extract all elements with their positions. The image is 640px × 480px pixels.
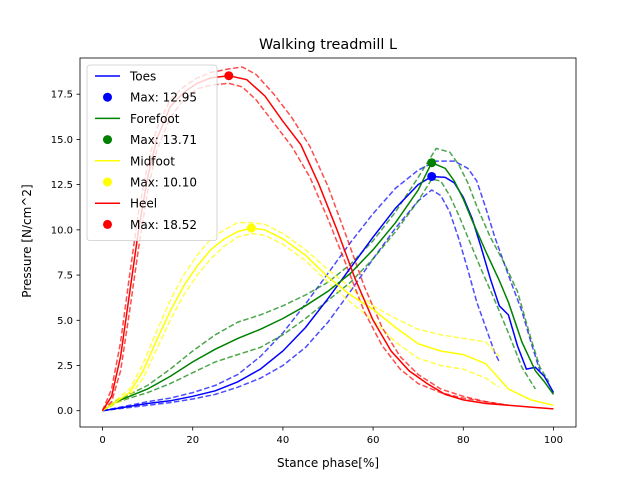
y-axis-label: Pressure [N/cm^2]	[20, 184, 34, 297]
y-tick-label: 15.0	[51, 135, 73, 146]
y-tick: 10.0	[51, 225, 80, 236]
midfoot-max-legend-label: Max: 10.10	[130, 176, 197, 190]
heel-max-legend-swatch	[103, 219, 112, 229]
toes-max-legend-label: Max: 12.95	[130, 91, 197, 105]
y-tick-label: 10.0	[51, 225, 73, 236]
y-tick: 15.0	[51, 135, 80, 146]
y-tick-label: 0.0	[57, 406, 73, 417]
y-tick-label: 12.5	[51, 180, 73, 191]
toes-upper-band-line	[102, 160, 541, 412]
heel-max-point	[224, 71, 234, 81]
x-tick: 0	[99, 427, 106, 446]
forefoot-max-point	[427, 158, 437, 168]
forefoot-upper-band-line	[102, 147, 550, 412]
forefoot-mean-line	[102, 161, 555, 412]
toes-mean-line	[102, 175, 555, 412]
x-tick: 40	[277, 427, 290, 446]
x-tick-label: 100	[544, 435, 563, 446]
x-tick: 60	[367, 427, 380, 446]
y-tick: 12.5	[51, 180, 80, 191]
toes-max-legend-swatch	[103, 92, 112, 102]
x-tick-label: 80	[457, 435, 470, 446]
y-tick-label: 7.5	[57, 271, 73, 282]
toes-legend-label: Toes	[129, 70, 156, 84]
forefoot-max-legend-swatch	[103, 135, 112, 145]
legend: Toes Max: 12.95 Forefoot Max: 13.71 Midfoot M…	[86, 64, 218, 242]
plot-area: 0 20 40 60 80 100 0.0 2.5 5.0 7.5 10.0 12.5 15.0 17.5	[51, 57, 577, 446]
y-tick: 17.5	[51, 90, 80, 101]
plot-frame	[79, 57, 577, 428]
x-tick-label: 60	[367, 435, 380, 446]
midfoot-upper-band-line	[102, 221, 500, 412]
forefoot-max-legend-label: Max: 13.71	[130, 133, 197, 147]
x-tick: 100	[544, 427, 563, 446]
midfoot-max-legend-swatch	[103, 177, 112, 187]
heel-max-legend-label: Max: 18.52	[130, 218, 197, 232]
y-tick-label: 5.0	[57, 316, 73, 327]
x-axis-label: Stance phase[%]	[277, 456, 379, 470]
legend-box	[86, 64, 218, 242]
x-tick-label: 0	[99, 435, 105, 446]
x-tick-label: 40	[277, 435, 290, 446]
forefoot-legend-label: Forefoot	[130, 112, 180, 126]
midfoot-mean-line	[102, 227, 554, 412]
x-tick: 80	[457, 427, 470, 446]
y-tick-label: 17.5	[51, 90, 73, 101]
heel-legend-label: Heel	[130, 197, 157, 211]
y-tick: 0.0	[57, 406, 80, 417]
midfoot-max-point	[246, 223, 256, 233]
chart-title: Walking treadmill L	[259, 37, 397, 53]
toes-max-point	[427, 171, 437, 181]
x-tick: 20	[186, 427, 199, 446]
y-tick: 7.5	[57, 271, 80, 282]
x-tick-label: 20	[186, 435, 199, 446]
forefoot-lower-band-line	[102, 178, 537, 412]
y-tick: 2.5	[57, 361, 80, 372]
toes-lower-band-line	[102, 189, 500, 412]
y-tick-label: 2.5	[57, 361, 73, 372]
y-tick: 5.0	[57, 316, 80, 327]
midfoot-legend-label: Midfoot	[130, 154, 175, 168]
